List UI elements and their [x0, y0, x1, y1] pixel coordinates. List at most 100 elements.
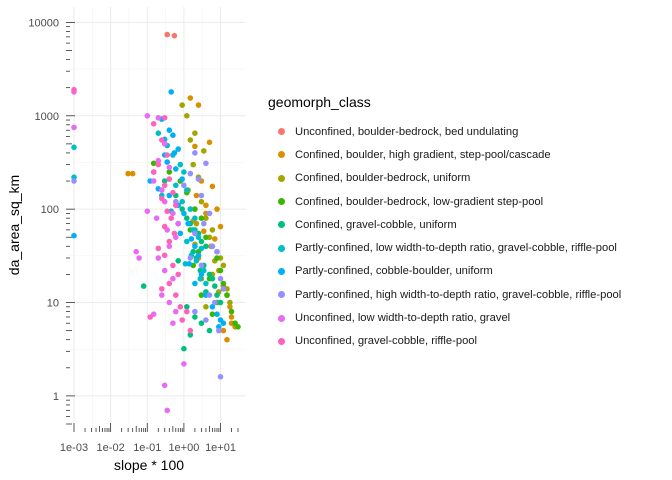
x-tick-label: 1e+01	[205, 442, 236, 454]
data-point	[184, 308, 190, 315]
legend-key-dot	[278, 267, 285, 275]
data-point	[170, 262, 176, 269]
data-point	[224, 336, 230, 343]
data-point	[168, 89, 174, 95]
y-tick-label: 100	[41, 204, 59, 216]
data-point	[187, 170, 194, 177]
data-point	[155, 157, 162, 164]
data-point	[203, 243, 209, 250]
data-point	[164, 159, 170, 165]
data-point	[153, 215, 160, 221]
data-point	[217, 223, 224, 230]
data-point	[179, 176, 185, 182]
data-point	[185, 220, 191, 227]
data-point	[192, 143, 198, 150]
data-point	[206, 292, 213, 298]
data-point	[212, 299, 218, 306]
x-tick-label: 1e+00	[168, 442, 199, 454]
data-point	[192, 130, 198, 136]
data-point	[186, 261, 192, 267]
data-point	[220, 286, 227, 292]
legend-item: Unconfined, low width-to-depth ratio, gr…	[268, 306, 672, 329]
data-point	[164, 208, 170, 214]
data-point	[209, 227, 216, 233]
data-point	[177, 304, 184, 310]
data-point	[217, 267, 224, 274]
data-point	[161, 115, 168, 121]
data-point	[217, 374, 224, 380]
data-point	[166, 127, 173, 133]
data-point	[171, 230, 178, 237]
data-point	[166, 176, 173, 182]
data-point	[188, 236, 195, 242]
x-tick-labels: 1e-03 1e-02 1e-01 1e+00 1e+01	[60, 442, 236, 454]
data-point	[193, 192, 200, 199]
data-point	[171, 32, 178, 39]
data-point	[203, 160, 209, 167]
data-point	[217, 299, 224, 306]
data-point	[155, 115, 162, 121]
data-point	[184, 215, 190, 221]
data-point	[166, 299, 173, 306]
legend-label: Confined, boulder, high gradient, step-p…	[295, 148, 551, 161]
data-point	[140, 283, 147, 289]
data-point	[129, 170, 136, 177]
legend-key-dot	[278, 244, 285, 252]
legend-item: Partly-confined, cobble-boulder, uniform	[268, 260, 672, 283]
data-point	[179, 102, 185, 108]
data-point	[181, 169, 187, 175]
data-point	[198, 271, 205, 278]
data-point	[164, 31, 170, 38]
data-point	[179, 198, 185, 205]
data-point	[214, 255, 220, 261]
data-point	[171, 150, 178, 156]
x-tick-label: 1e-02	[97, 442, 125, 454]
data-point	[155, 130, 162, 136]
legend-label: Confined, gravel-cobble, uniform	[295, 218, 457, 231]
data-point	[201, 228, 207, 234]
data-point	[159, 195, 165, 202]
y-axis-title: da_area_sq_km	[6, 175, 22, 275]
data-point	[155, 161, 162, 168]
data-point	[224, 292, 230, 298]
data-point	[195, 176, 202, 182]
data-point	[184, 113, 190, 119]
data-point	[227, 299, 233, 306]
data-point	[144, 113, 151, 119]
data-point	[220, 280, 227, 287]
rug-marks	[66, 21, 239, 432]
data-point	[166, 164, 173, 171]
legend-key-dot	[278, 174, 285, 182]
data-point	[133, 248, 139, 255]
data-point	[216, 327, 222, 334]
legend-label: Partly-confined, high width-to-depth rat…	[295, 288, 622, 301]
data-point	[192, 215, 198, 221]
data-point	[181, 210, 187, 217]
data-point	[150, 121, 157, 127]
data-point	[228, 308, 235, 315]
data-point	[201, 148, 207, 154]
data-point	[173, 182, 179, 189]
legend-item: Confined, boulder-bedrock, low-gradient …	[268, 190, 672, 213]
legend-item: Confined, boulder-bedrock, uniform	[268, 167, 672, 190]
data-point	[187, 327, 194, 334]
data-point	[166, 238, 173, 245]
data-point	[166, 169, 173, 175]
data-point	[181, 182, 187, 189]
data-point	[206, 139, 213, 146]
data-point	[71, 144, 77, 151]
data-point	[187, 95, 194, 101]
data-point	[217, 275, 224, 282]
data-point	[150, 169, 157, 175]
data-point	[181, 345, 187, 352]
legend-key-dot	[278, 128, 285, 136]
data-point	[192, 314, 198, 320]
legend-key-dot	[278, 337, 285, 345]
data-point	[161, 178, 168, 184]
data-point	[161, 182, 168, 189]
data-point	[192, 308, 198, 315]
data-point	[150, 178, 157, 184]
legend-item: Partly-confined, low width-to-depth rati…	[268, 236, 672, 259]
y-tick-label: 1	[53, 391, 59, 403]
legend-label: Partly-confined, cobble-boulder, uniform	[295, 265, 493, 278]
